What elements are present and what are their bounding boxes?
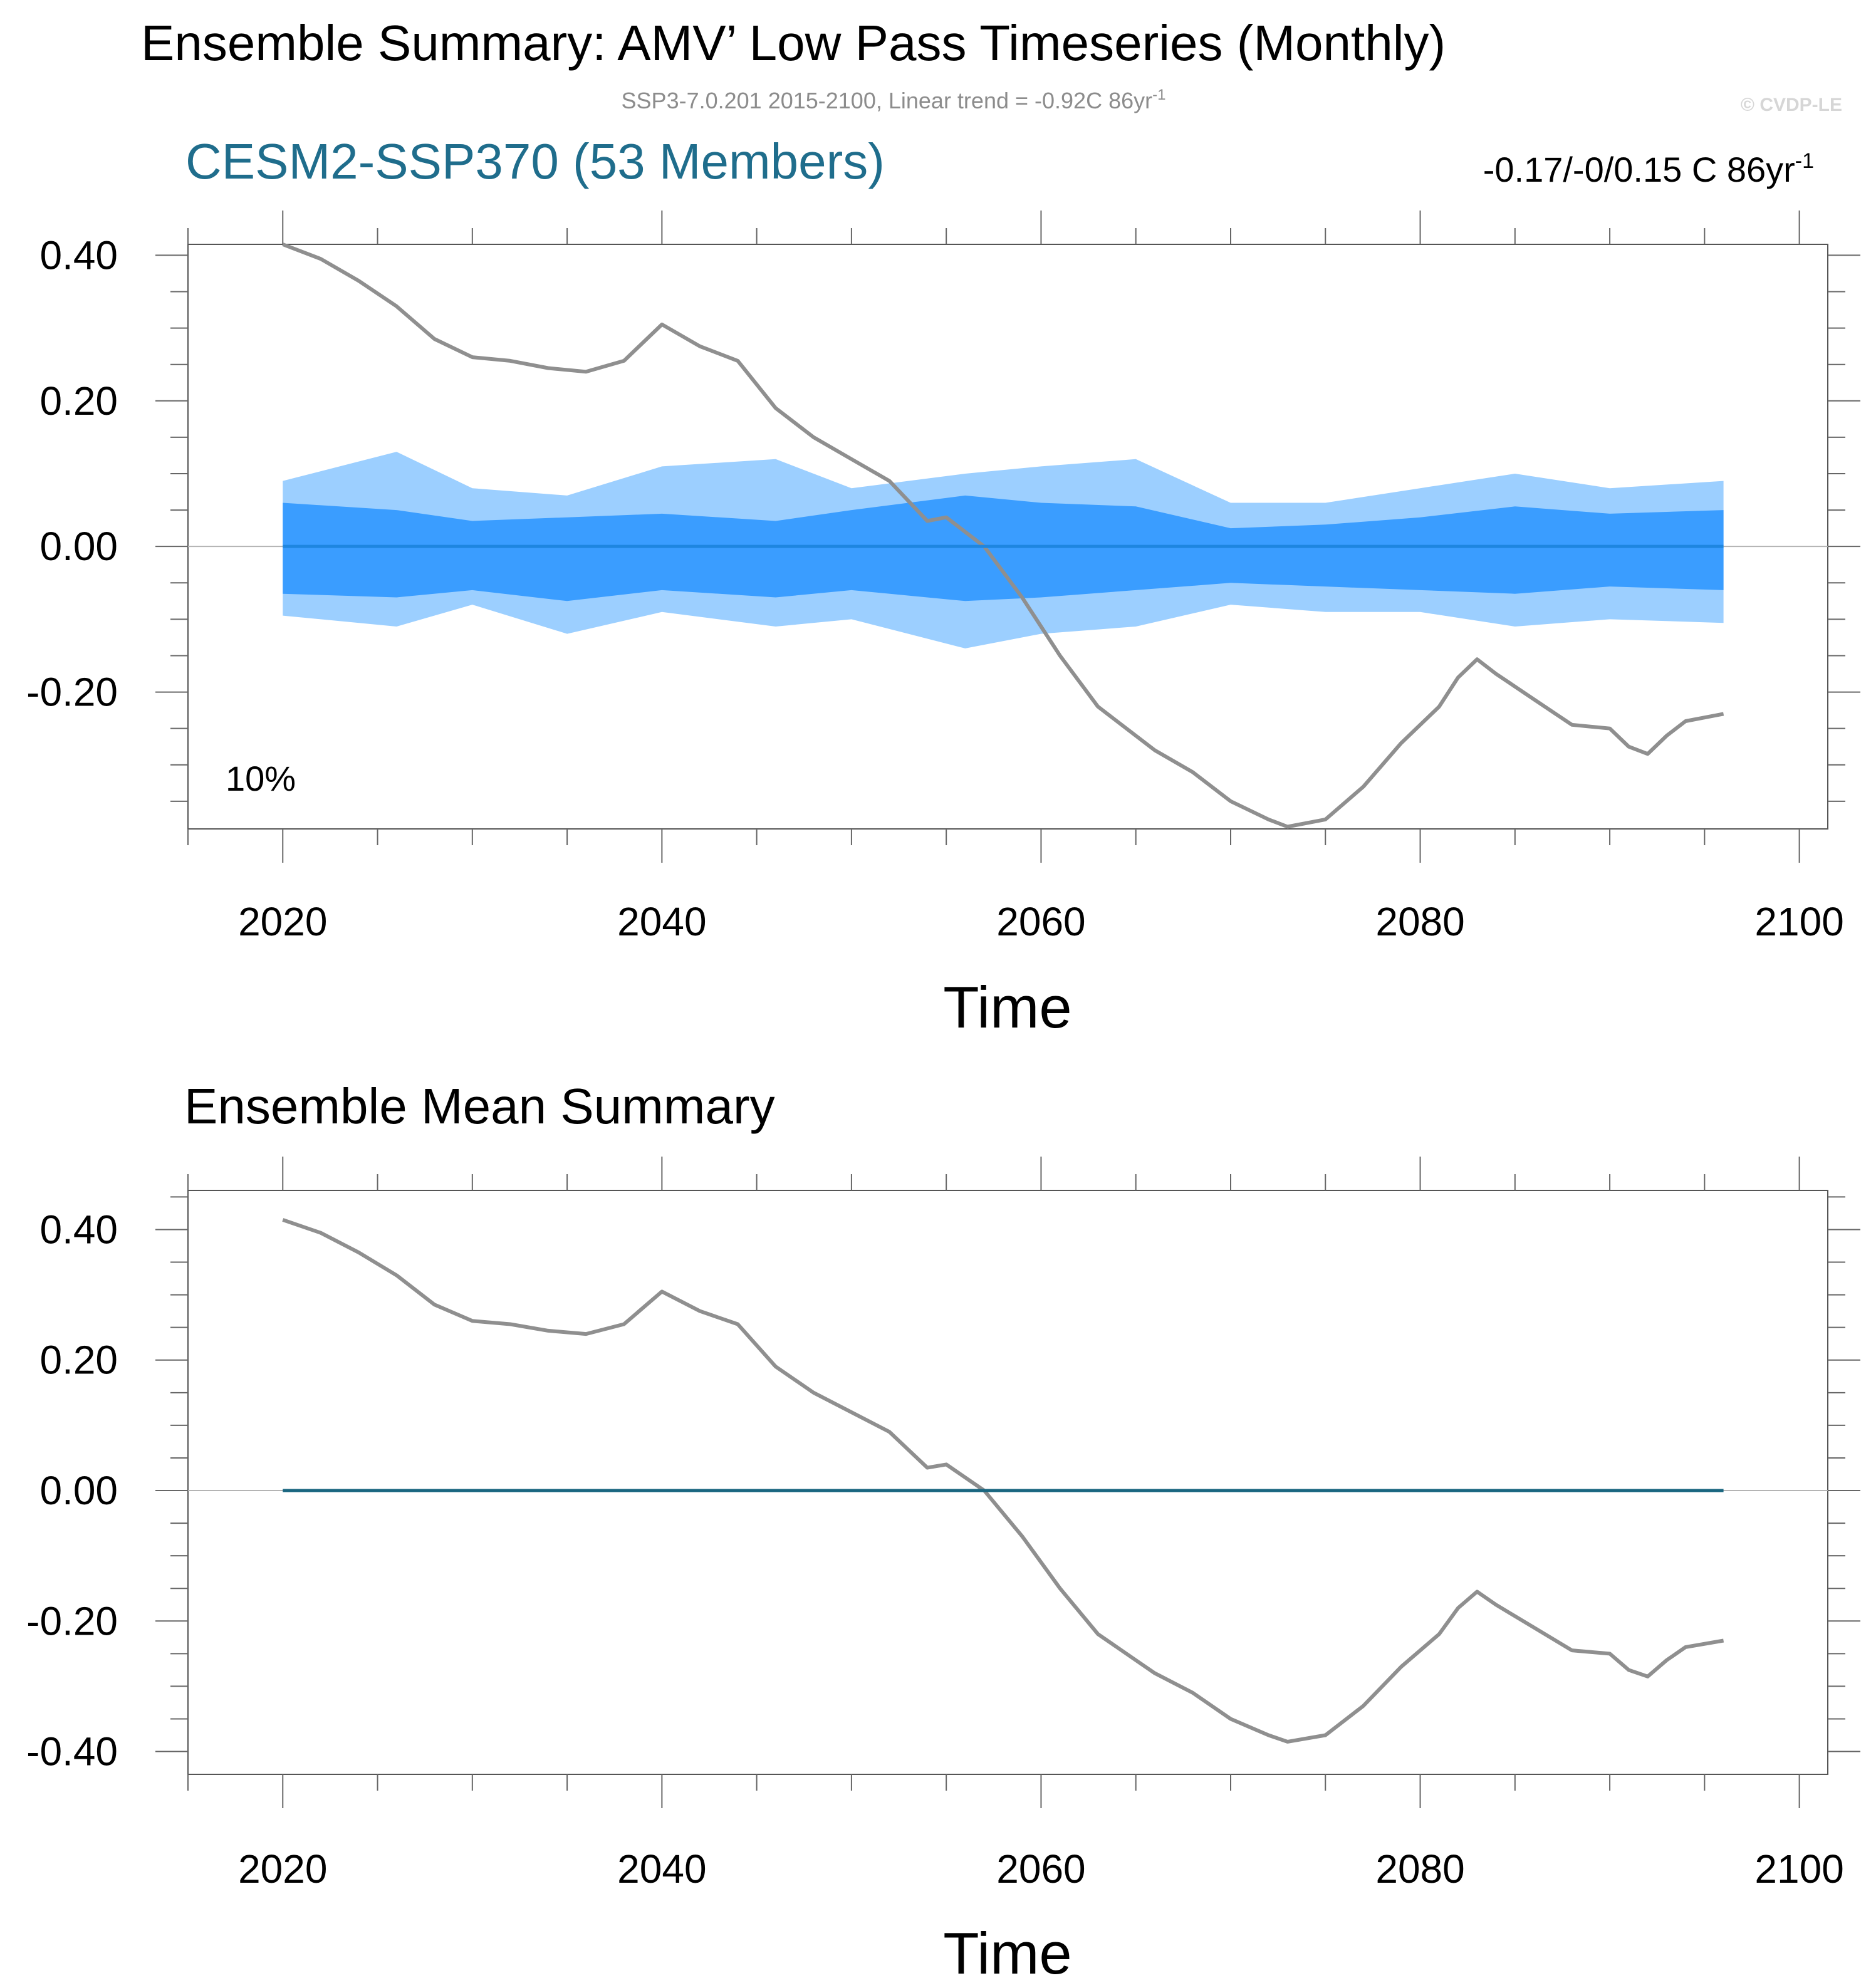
panel-title: CESM2-SSP370 (53 Members) [185,133,885,189]
x-tick-label: 2060 [996,899,1085,944]
chart-subtitle-sup: -1 [1152,86,1165,103]
y-tick-label: 0.20 [39,1338,118,1383]
x-tick-label: 2100 [1754,899,1843,944]
x-tick-label: 2020 [238,1846,327,1892]
x-tick-label: 2040 [617,1846,706,1892]
x-tick-label: 2040 [617,899,706,944]
y-tick-label: 0.40 [39,1207,118,1252]
x-tick-label: 2080 [1375,899,1464,944]
chart-subtitle: SSP3-7.0.201 2015-2100, Linear trend = -… [622,86,1166,113]
panel-bottom: 2020 2040 2060 2080 2100 0.40 0.20 0.00 -0.20 -0.… [26,1078,1860,1986]
x-tick-label: 2060 [996,1846,1085,1892]
y-tick-label: -0.40 [26,1729,118,1774]
copyright-label: © CVDP-LE [1741,95,1842,115]
trend-label: -0.17/-0/0.15 C 86yr-1 [1483,149,1814,189]
x-tick-label: 2100 [1754,1846,1843,1892]
plot-frame [187,244,1828,830]
y-tick-label: 0.40 [39,232,118,278]
panel-title: Ensemble Mean Summary [184,1078,775,1134]
y-tick-label: 0.00 [39,1468,118,1513]
inner-spread-band [283,495,1724,601]
observations-line [282,1218,1724,1744]
x-axis-label: Time [943,974,1071,1040]
y-tick-label: -0.20 [26,670,118,715]
trend-label-text: -0.17/-0/0.15 C 86yr [1483,150,1795,189]
percent-label: 10% [226,759,296,798]
observations-line [282,242,1724,829]
y-tick-label: -0.20 [26,1598,118,1643]
y-tick-label: 0.00 [39,524,118,569]
panel-top: 2020 2040 2060 2080 2100 0.40 0.20 0.00 -0.20 Tim… [26,133,1860,1040]
x-tick-label: 2020 [238,899,327,944]
x-tick-label: 2080 [1375,1846,1464,1892]
y-tick-label: 0.20 [39,378,118,424]
chart-title: Ensemble Summary: AMV’ Low Pass Timeseri… [141,15,1446,71]
plot-frame [187,1190,1828,1775]
trend-label-sup: -1 [1795,149,1814,173]
x-axis-label: Time [943,1920,1071,1986]
